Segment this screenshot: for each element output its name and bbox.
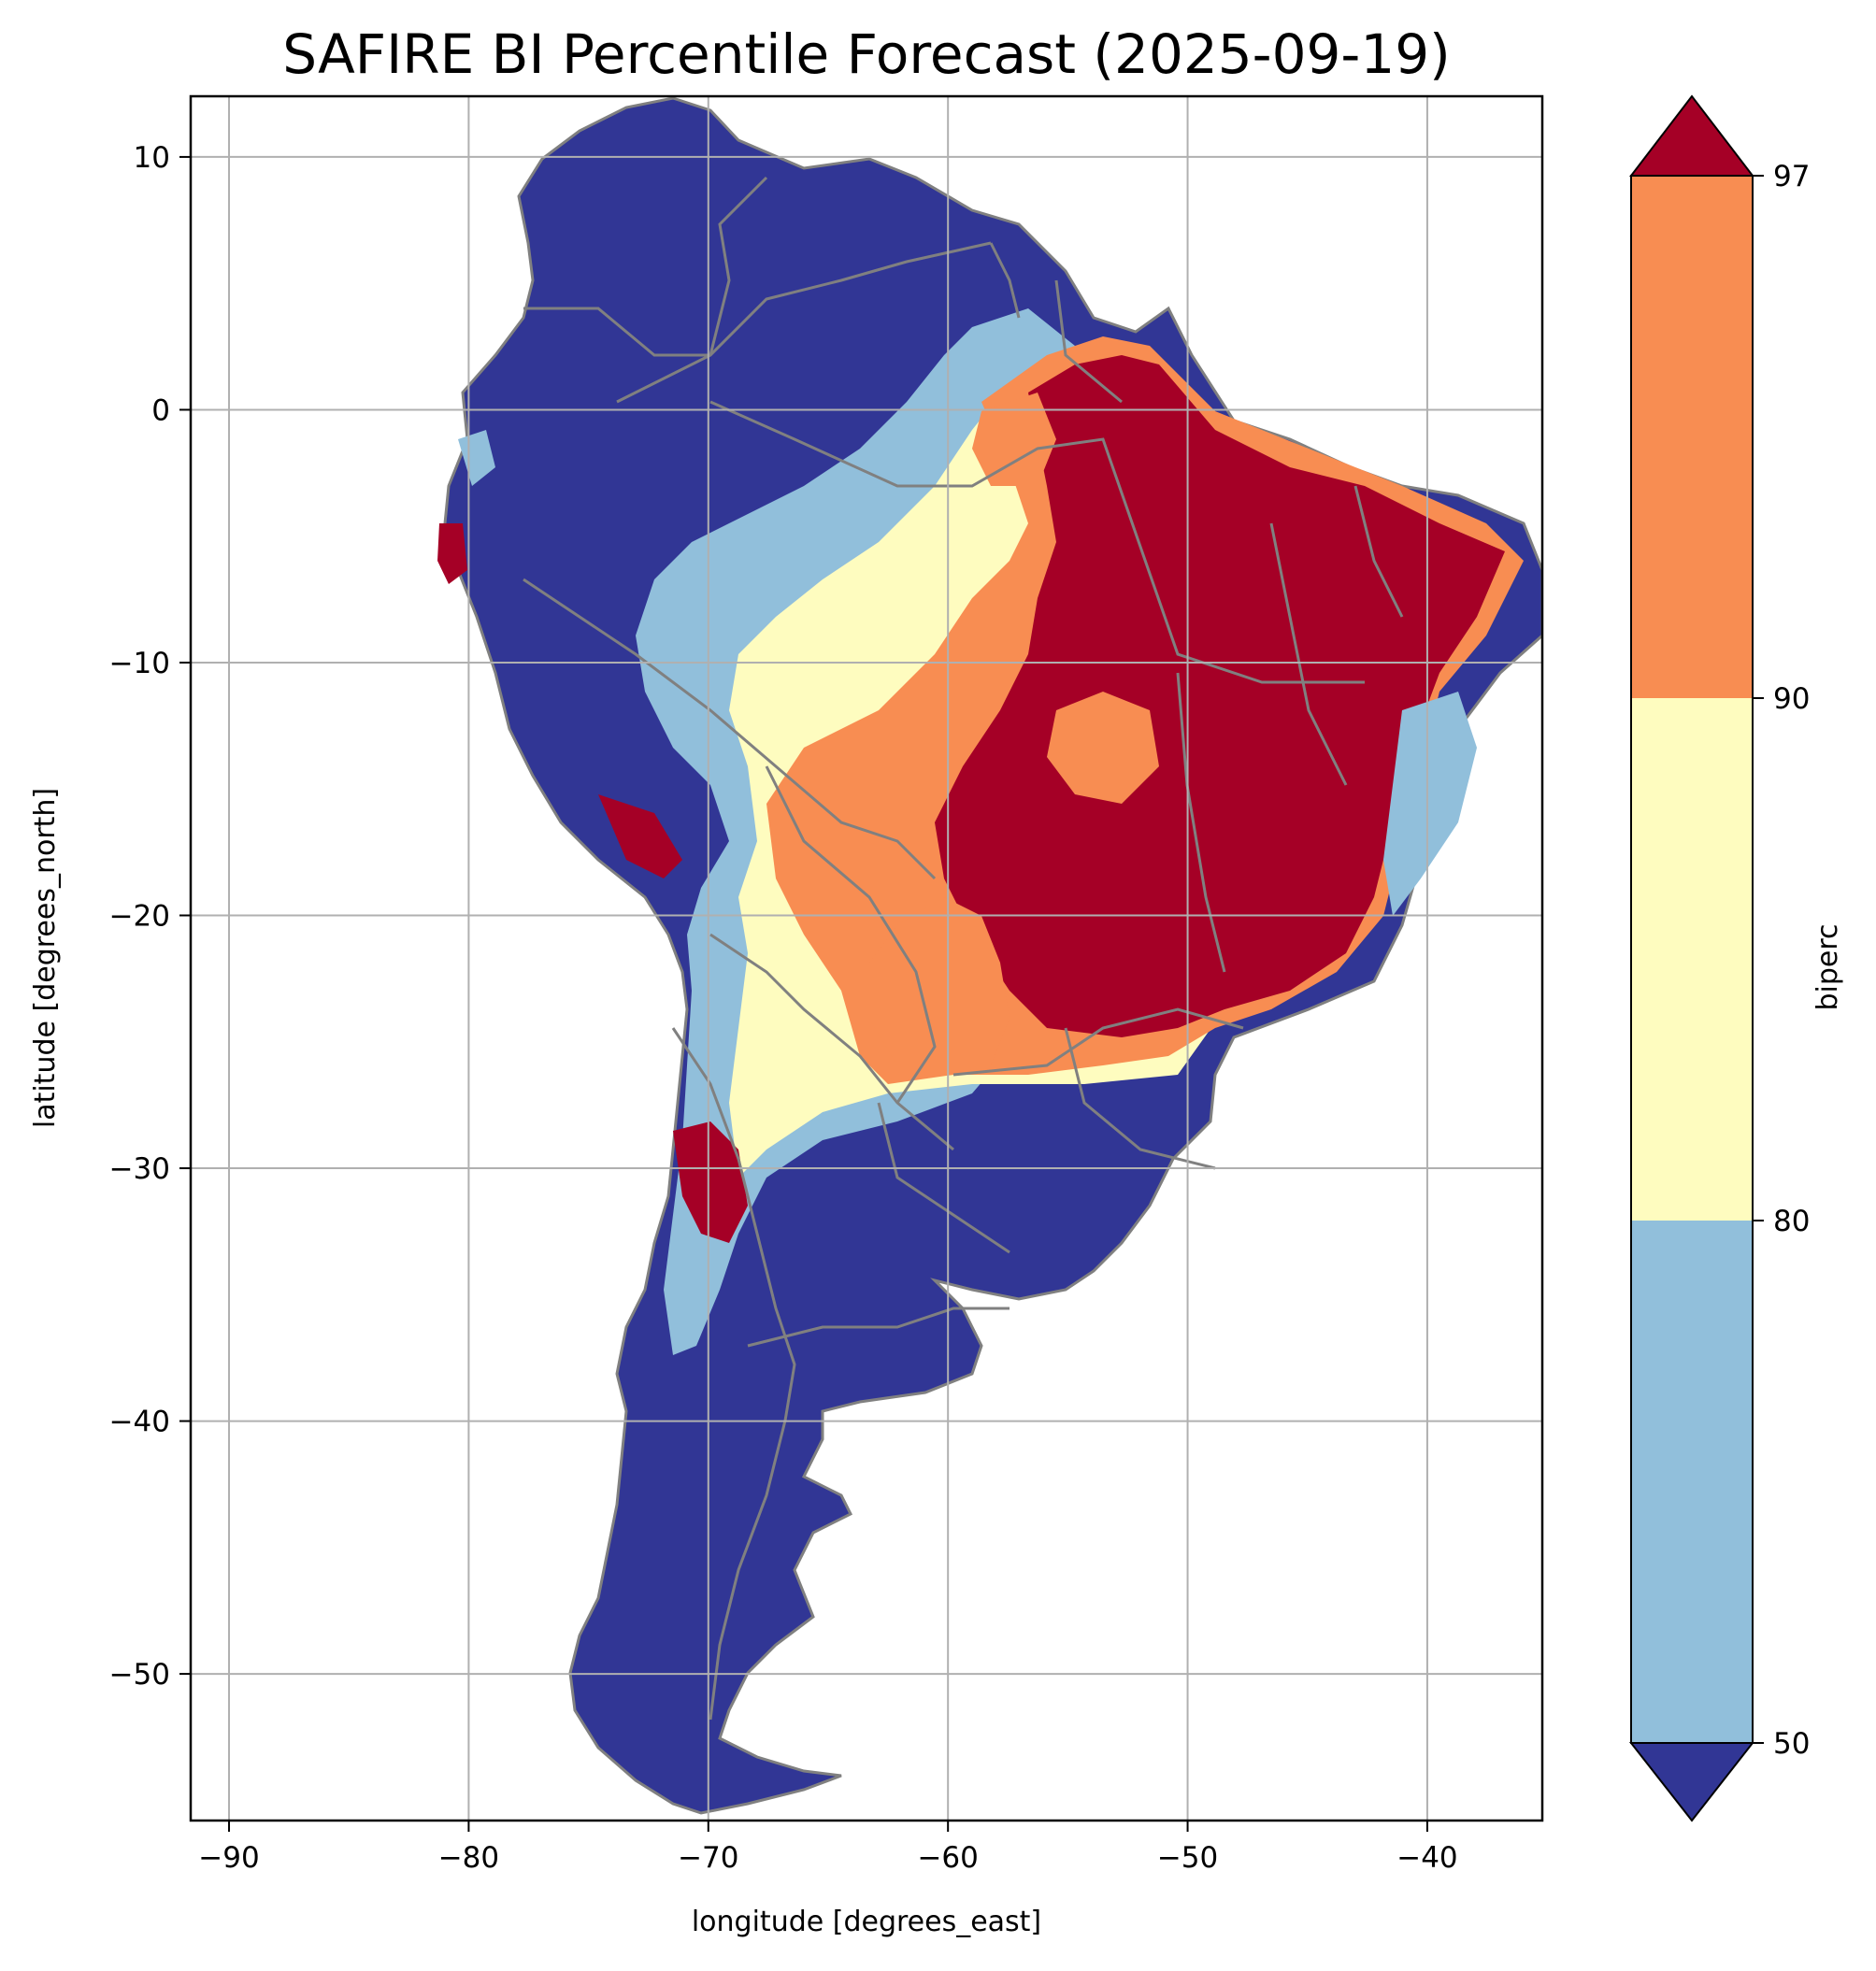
- colorbar-frame: [1630, 175, 1754, 1744]
- country-borders: [523, 176, 1404, 1721]
- y-tick-label: −10: [109, 647, 170, 680]
- y-tick-label: −30: [109, 1152, 170, 1186]
- colorbar-extend-min: [1628, 1742, 1755, 1822]
- colorbar-extend-max: [1628, 94, 1755, 177]
- gridlines: [191, 96, 1542, 1821]
- colorbar-tick-label: 97: [1773, 160, 1810, 193]
- x-tick-label: −80: [438, 1841, 499, 1875]
- plot-frame: [189, 94, 1544, 1822]
- colorbar-label: biperc: [1812, 923, 1844, 1010]
- y-tick-label: 10: [134, 141, 170, 175]
- y-tick-label: 0: [151, 393, 170, 427]
- y-axis-label: latitude [degrees_north]: [29, 788, 62, 1128]
- colorbar: 97 90 80 50: [1628, 94, 1810, 1822]
- lightblue-patch-ecuador: [458, 430, 495, 486]
- orange-patch-north: [972, 393, 1056, 486]
- colorbar-bin-50-80: [1631, 1221, 1753, 1743]
- map-plot-area: −90 −80 −70 −60 −50 −40 10 0 −10 −20 −30 −40 −50: [109, 94, 1544, 1875]
- x-axis: −90 −80 −70 −60 −50 −40: [198, 1821, 1458, 1875]
- colorbar-tick-label: 90: [1773, 682, 1810, 716]
- y-tick-label: −40: [109, 1406, 170, 1439]
- y-tick-label: −50: [109, 1658, 170, 1692]
- x-axis-label: longitude [degrees_east]: [692, 1906, 1041, 1938]
- colorbar-tick-label: 80: [1773, 1205, 1810, 1238]
- colorbar-tick-label: 50: [1773, 1727, 1810, 1761]
- red-patch-ecuador: [437, 523, 467, 584]
- colorbar-bin-80-90: [1631, 698, 1753, 1221]
- red-patch-chile: [673, 1121, 748, 1243]
- y-axis: 10 0 −10 −20 −30 −40 −50: [109, 141, 191, 1692]
- y-tick-label: −20: [109, 900, 170, 934]
- orange-patch-paraguay: [869, 897, 1010, 1075]
- x-tick-label: −60: [917, 1841, 978, 1875]
- x-tick-label: −70: [678, 1841, 738, 1875]
- x-tick-label: −40: [1396, 1841, 1457, 1875]
- x-tick-label: −90: [198, 1841, 259, 1875]
- red-patch-peru: [598, 794, 682, 878]
- x-tick-label: −50: [1157, 1841, 1218, 1875]
- orange-patch-central: [1047, 692, 1159, 804]
- lightblue-patch-southcoast: [1383, 692, 1477, 916]
- colorbar-bin-90-97: [1631, 176, 1753, 698]
- band-above-97: [935, 355, 1505, 1037]
- chart-title: SAFIRE BI Percentile Forecast (2025-09-1…: [282, 22, 1451, 86]
